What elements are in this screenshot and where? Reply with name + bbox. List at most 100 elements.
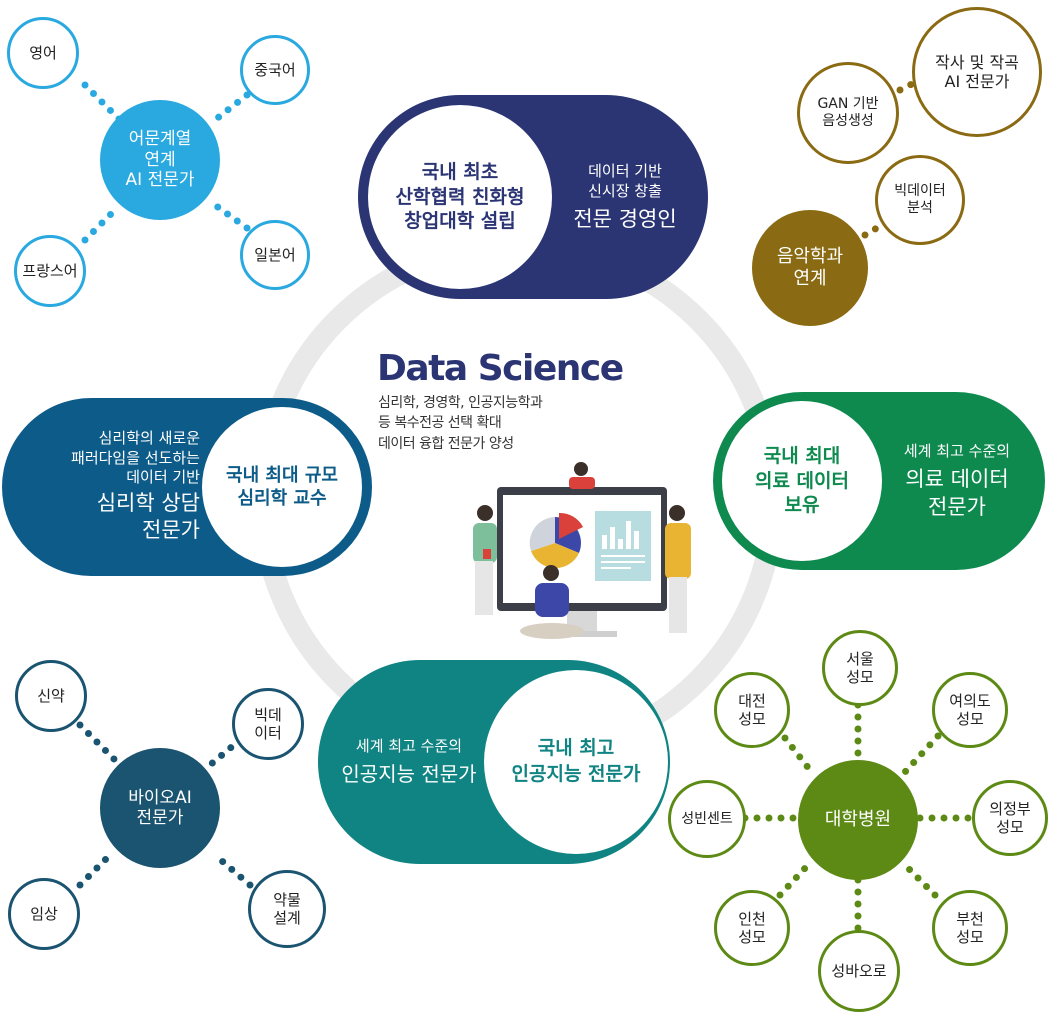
node-french: 프랑스어 xyxy=(14,235,86,307)
connector-yeouido xyxy=(901,732,942,776)
hub-line: 음악학과 xyxy=(776,246,844,268)
node-label: 성모 xyxy=(956,710,984,728)
node-label: 분석 xyxy=(907,200,933,216)
node-label: 인천 xyxy=(738,910,766,928)
outer-big: 심리학 상담 xyxy=(96,490,200,515)
music-hub: 음악학과 연계 xyxy=(752,210,868,326)
node-chinese: 중국어 xyxy=(240,35,310,105)
outer-big: 의료 데이터 xyxy=(905,466,1009,491)
bar-line xyxy=(601,555,645,557)
circle-line: 국내 최고 xyxy=(537,737,615,760)
node-japanese: 일본어 xyxy=(240,220,310,290)
node-stvincent: 성빈센트 xyxy=(668,780,746,858)
outer-line: 신시장 창출 xyxy=(588,181,662,200)
node-label: 성모 xyxy=(738,928,766,946)
node-label: 부천 xyxy=(956,910,984,928)
circle-line: 인공지능 전문가 xyxy=(511,763,641,785)
desc-line: 데이터 융합 전문가 양성 xyxy=(378,435,514,452)
hub-line: 연계 xyxy=(793,268,827,289)
pill-left: 심리학의 새로운 패러다임을 선도하는 데이터 기반 심리학 상담 전문가 국내… xyxy=(2,398,372,576)
desc-line: 심리학, 경영학, 인공지능학과 xyxy=(378,395,543,411)
connector-japanese xyxy=(211,201,251,232)
pill-bottom: 세계 최고 수준의 인공지능 전문가 국내 최고 인공지능 전문가 xyxy=(318,660,670,864)
pill-left-outer-text: 심리학의 새로운 패러다임을 선도하는 데이터 기반 심리학 상담 전문가 xyxy=(10,398,200,576)
bar xyxy=(634,531,639,549)
person-sitting-legs xyxy=(520,623,584,639)
node-uijeongbu: 의정부 성모 xyxy=(972,780,1048,856)
person-right-head xyxy=(669,505,685,521)
outer-big: 인공지능 전문가 xyxy=(341,761,477,786)
connector-french xyxy=(81,206,119,244)
node-bigdata-analysis: 빅데이터 분석 xyxy=(875,155,965,245)
node-label: 성빈센트 xyxy=(681,810,733,827)
bar xyxy=(602,535,607,549)
node-seoul: 서울 성모 xyxy=(822,630,898,706)
node-label: 영어 xyxy=(29,44,57,62)
person-left-head xyxy=(477,505,493,521)
node-label: 중국어 xyxy=(254,61,296,79)
bar xyxy=(618,539,623,549)
outer-line: 심리학의 새로운 xyxy=(98,429,200,448)
node-label: 약물 xyxy=(273,891,301,909)
person-right-body xyxy=(665,523,691,579)
outer-line: 데이터 기반 xyxy=(126,468,200,487)
pill-right-outer-text: 세계 최고 수준의 의료 데이터 전문가 xyxy=(877,392,1037,570)
bar xyxy=(626,521,631,549)
bar-line xyxy=(601,567,631,569)
bio-hub: 바이오AI 전문가 xyxy=(100,748,220,868)
circle-line: 국내 최초 xyxy=(421,160,499,183)
bio-connectors xyxy=(76,721,254,889)
hospital-hub: 대학병원 xyxy=(798,760,918,880)
pill-top-circle: 국내 최초 산학협력 친화형 창업대학 설립 xyxy=(368,105,552,289)
outer-line: 패러다임을 선도하는 xyxy=(71,448,200,467)
connector-drugdesign xyxy=(211,851,254,889)
node-daejeon: 대전 성모 xyxy=(714,672,790,748)
node-label: 대전 xyxy=(738,692,766,710)
outer-line: 데이터 기반 xyxy=(588,161,662,180)
bar-line xyxy=(601,561,645,563)
music-connectors xyxy=(861,76,924,239)
circle-line: 산학협력 친화형 xyxy=(395,185,525,208)
circle-line: 심리학 교수 xyxy=(237,488,327,509)
circle-line: 보유 xyxy=(784,494,820,517)
hub-line: AI 전문가 xyxy=(125,170,195,191)
node-label: 음성생성 xyxy=(822,113,874,129)
person-left-legs xyxy=(475,561,493,615)
node-label: 성모 xyxy=(846,668,874,686)
pill-top: 데이터 기반 신시장 창출 전문 경영인 국내 최초 산학협력 친화형 창업대학… xyxy=(358,95,708,299)
node-label: 성바오로 xyxy=(831,962,887,980)
people-analyzing-data-illustration xyxy=(473,462,691,639)
connector-bigdata-bio xyxy=(206,736,244,769)
connector-newdrug xyxy=(76,721,119,764)
outer-big: 전문가 xyxy=(142,518,200,543)
center-block: Data Science 심리학, 경영학, 인공지능학과 등 복수전공 선택 … xyxy=(372,348,672,478)
node-label: 프랑스어 xyxy=(22,262,78,280)
node-incheon: 인천 성모 xyxy=(714,890,790,966)
node-stpaul: 성바오로 xyxy=(818,930,900,1012)
hub-line: 전문가 xyxy=(136,808,184,828)
pill-top-outer-text: 데이터 기반 신시장 창출 전문 경영인 xyxy=(550,95,700,299)
connector-chinese xyxy=(211,91,251,124)
hospital-connectors xyxy=(741,701,976,934)
pill-bottom-circle: 국내 최고 인공지능 전문가 xyxy=(484,670,668,854)
outer-big: 전문가 xyxy=(928,495,986,520)
person-top-head xyxy=(574,462,588,476)
pill-right-circle: 국내 최대 의료 데이터 보유 xyxy=(722,401,882,561)
pill-right: 세계 최고 수준의 의료 데이터 전문가 국내 최대 의료 데이터 보유 xyxy=(713,392,1045,570)
data-science-desc: 심리학, 경영학, 인공지능학과 등 복수전공 선택 확대 데이터 융합 전문가… xyxy=(378,393,672,454)
node-label: 신약 xyxy=(37,687,65,705)
node-label: 임상 xyxy=(30,905,58,923)
hub-line: 연계 xyxy=(144,149,176,170)
pie-slice-red xyxy=(559,512,583,539)
circle-line: 창업대학 설립 xyxy=(404,210,516,233)
person-top-body xyxy=(569,477,595,489)
hub-line: 대학병원 xyxy=(824,809,892,831)
hub-line: 바이오AI xyxy=(128,787,192,808)
node-label: 성모 xyxy=(738,710,766,728)
circle-line: 국내 최대 xyxy=(763,444,841,467)
node-label: 여의도 xyxy=(949,692,991,710)
language-hub: 어문계열 연계 AI 전문가 xyxy=(100,100,220,220)
node-label: GAN 기반 xyxy=(817,96,879,113)
pie-slice-yellow xyxy=(531,543,579,569)
